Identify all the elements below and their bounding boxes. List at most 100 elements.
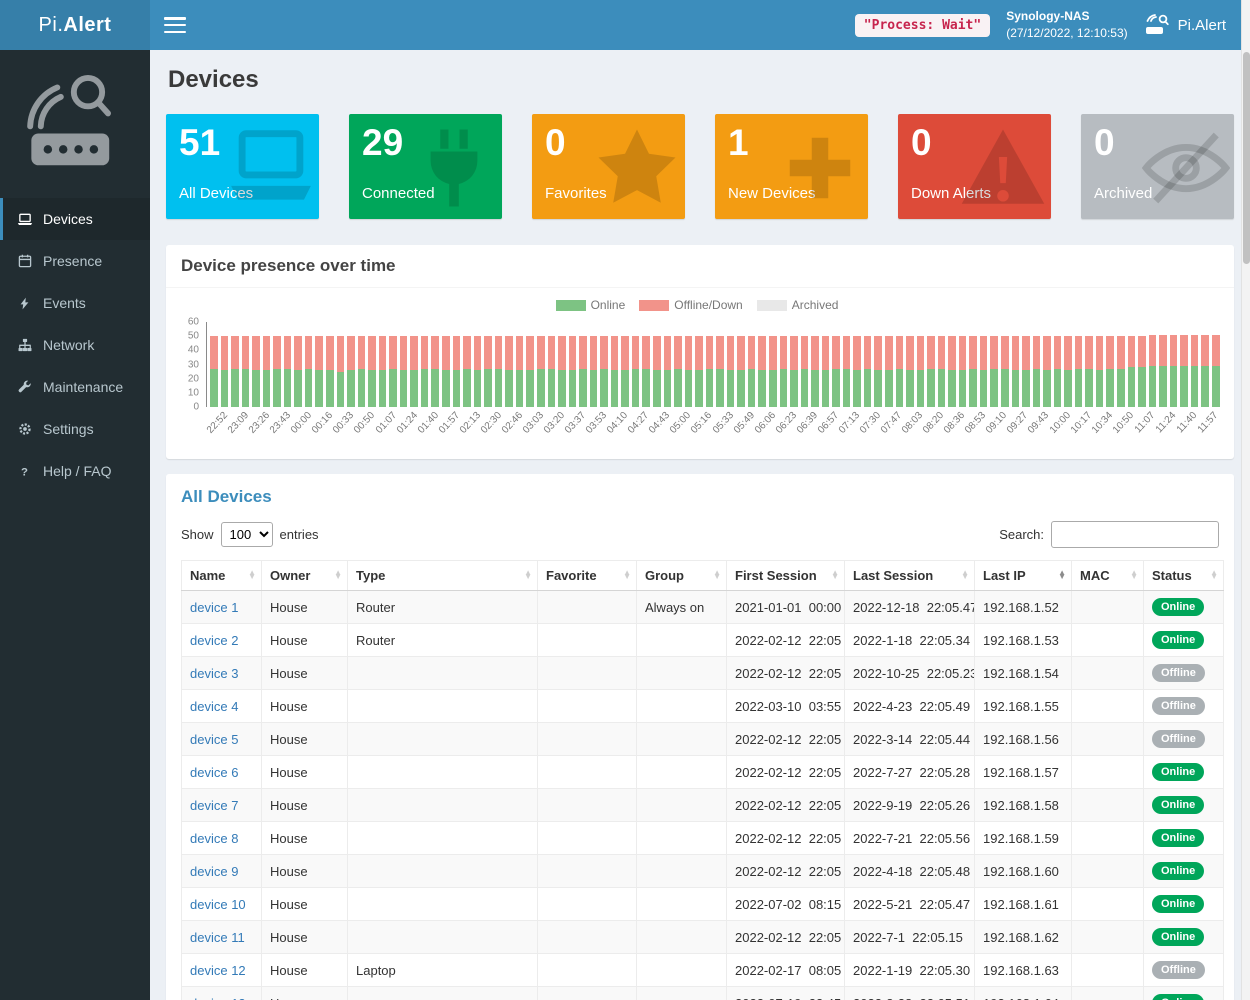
column-header-status[interactable]: Status ▲ ▼ [1143,560,1224,591]
scrollbar-thumb[interactable] [1243,52,1250,264]
device-link[interactable]: device 3 [190,665,239,681]
summary-card-favorites[interactable]: 0 Favorites [532,114,685,219]
presence-bar [948,322,956,407]
x-tick-label: 08:03 [900,410,926,436]
status-badge: Online [1152,994,1205,1000]
device-link[interactable]: device 4 [190,698,239,714]
sidebar-item-maintenance[interactable]: Maintenance [0,366,150,408]
cell-first-session: 2022-02-12 22:05 [726,788,845,822]
summary-card-new-devices[interactable]: 1 New Devices [715,114,868,219]
presence-bar [442,322,450,407]
x-tick-label: 02:30 [478,410,504,436]
question-icon: ? [16,465,33,477]
x-tick: 07:13 [837,407,862,457]
network-icon [16,338,33,352]
table-row: device 8 House 2022-02-12 22:05 2022-7-21 2… [181,821,1224,855]
sort-arrows-icon[interactable]: ▲ ▼ [713,567,721,582]
cell-owner: House [261,722,348,756]
device-link[interactable]: device 6 [190,764,239,780]
presence-bar [958,322,967,407]
cell-last-session: 2022-7-1 22:05.15 [844,920,975,954]
devices-table-panel: All Devices Show 100 entries Search: Nam… [166,474,1234,1000]
cell-type [347,689,538,723]
sort-arrows-icon[interactable]: ▲ ▼ [1130,567,1138,582]
table-row: device 9 House 2022-02-12 22:05 2022-4-18 2… [181,854,1224,888]
device-link[interactable]: device 11 [190,929,245,945]
status-badge: Offline [1152,961,1205,979]
sidebar-item-events[interactable]: Events [0,282,150,324]
x-tick-label: 10:50 [1110,410,1136,436]
sort-arrows-icon[interactable]: ▲ ▼ [334,567,342,582]
summary-card-all-devices[interactable]: 51 All Devices [166,114,319,219]
gear-icon [16,422,33,436]
presence-bar [747,322,756,407]
device-link[interactable]: device 8 [190,830,239,846]
column-header-last-session[interactable]: Last Session ▲ ▼ [844,560,975,591]
page-length-select[interactable]: 100 [220,522,273,547]
device-link[interactable]: device 10 [190,896,246,912]
cell-last-ip: 192.168.1.63 [974,953,1072,987]
x-tick-label: 07:47 [878,410,905,436]
search-input[interactable] [1051,521,1219,548]
sidebar-item-devices[interactable]: Devices [0,198,150,240]
device-link[interactable]: device 1 [190,599,239,615]
sidebar-item-help-faq[interactable]: ? Help / FAQ [0,450,150,492]
x-tick-label: 00:33 [331,410,357,436]
sort-arrows-icon[interactable]: ▲ ▼ [1210,567,1218,582]
column-header-owner[interactable]: Owner ▲ ▼ [261,560,348,591]
presence-bar [494,322,503,407]
sort-arrows-icon[interactable]: ▲ ▼ [248,567,256,582]
x-tick-label: 09:27 [1005,410,1031,436]
cell-last-session: 2022-4-23 22:05.49 [844,689,975,723]
presence-bar [642,322,650,407]
sidebar-toggle-button[interactable] [164,17,186,33]
sidebar-item-network[interactable]: Network [0,324,150,366]
x-tick: 04:27 [626,407,651,457]
cell-favorite [537,788,637,822]
device-link[interactable]: device 7 [190,797,239,813]
navbar-brand[interactable]: Pi.Alert [1144,14,1238,36]
presence-bar [779,322,788,407]
presence-bar [1148,322,1157,407]
column-header-favorite[interactable]: Favorite ▲ ▼ [537,560,637,591]
column-header-last-ip[interactable]: Last IP ▲ ▼ [974,560,1072,591]
cell-first-session: 2022-07-02 08:15 [726,887,845,921]
column-header-type[interactable]: Type ▲ ▼ [347,560,538,591]
presence-bar [1001,322,1009,407]
presence-bar [262,322,271,407]
column-header-group[interactable]: Group ▲ ▼ [636,560,727,591]
app-logo[interactable]: Pi. Alert [0,0,150,50]
sort-arrows-icon[interactable]: ▲ ▼ [961,567,969,582]
sort-arrows-icon[interactable]: ▲ ▼ [1058,567,1066,582]
x-tick: 08:36 [942,407,967,457]
sort-arrows-icon[interactable]: ▲ ▼ [623,567,631,582]
summary-card-archived[interactable]: 0 Archived [1081,114,1234,219]
column-header-name[interactable]: Name ▲ ▼ [181,560,262,591]
cell-mac [1071,623,1144,657]
table-row: device 6 House 2022-02-12 22:05 2022-7-27 2… [181,755,1224,789]
presence-bar [579,322,587,407]
sidebar-item-presence[interactable]: Presence [0,240,150,282]
cell-name: device 1 [181,590,262,624]
sidebar-item-settings[interactable]: Settings [0,408,150,450]
device-link[interactable]: device 13 [190,996,246,1000]
summary-card-down-alerts[interactable]: 0 Down Alerts [898,114,1051,219]
column-header-first-session[interactable]: First Session ▲ ▼ [726,560,845,591]
cell-last-ip: 192.168.1.62 [974,920,1072,954]
summary-card-connected[interactable]: 29 Connected [349,114,502,219]
cell-type [347,854,538,888]
sort-arrows-icon[interactable]: ▲ ▼ [831,567,839,582]
cell-name: device 7 [181,788,262,822]
device-link[interactable]: device 12 [190,962,246,978]
presence-bar [684,322,693,407]
y-tick-label: 30 [187,359,199,370]
presence-bar [916,322,925,407]
x-tick-label: 11:57 [1195,410,1220,436]
sort-arrows-icon[interactable]: ▲ ▼ [524,567,532,582]
column-header-mac[interactable]: MAC ▲ ▼ [1071,560,1144,591]
x-tick-label: 11:07 [1132,410,1157,436]
device-link[interactable]: device 5 [190,731,239,747]
device-link[interactable]: device 2 [190,632,239,648]
device-link[interactable]: device 9 [190,863,239,879]
vertical-scrollbar[interactable] [1241,0,1250,1000]
